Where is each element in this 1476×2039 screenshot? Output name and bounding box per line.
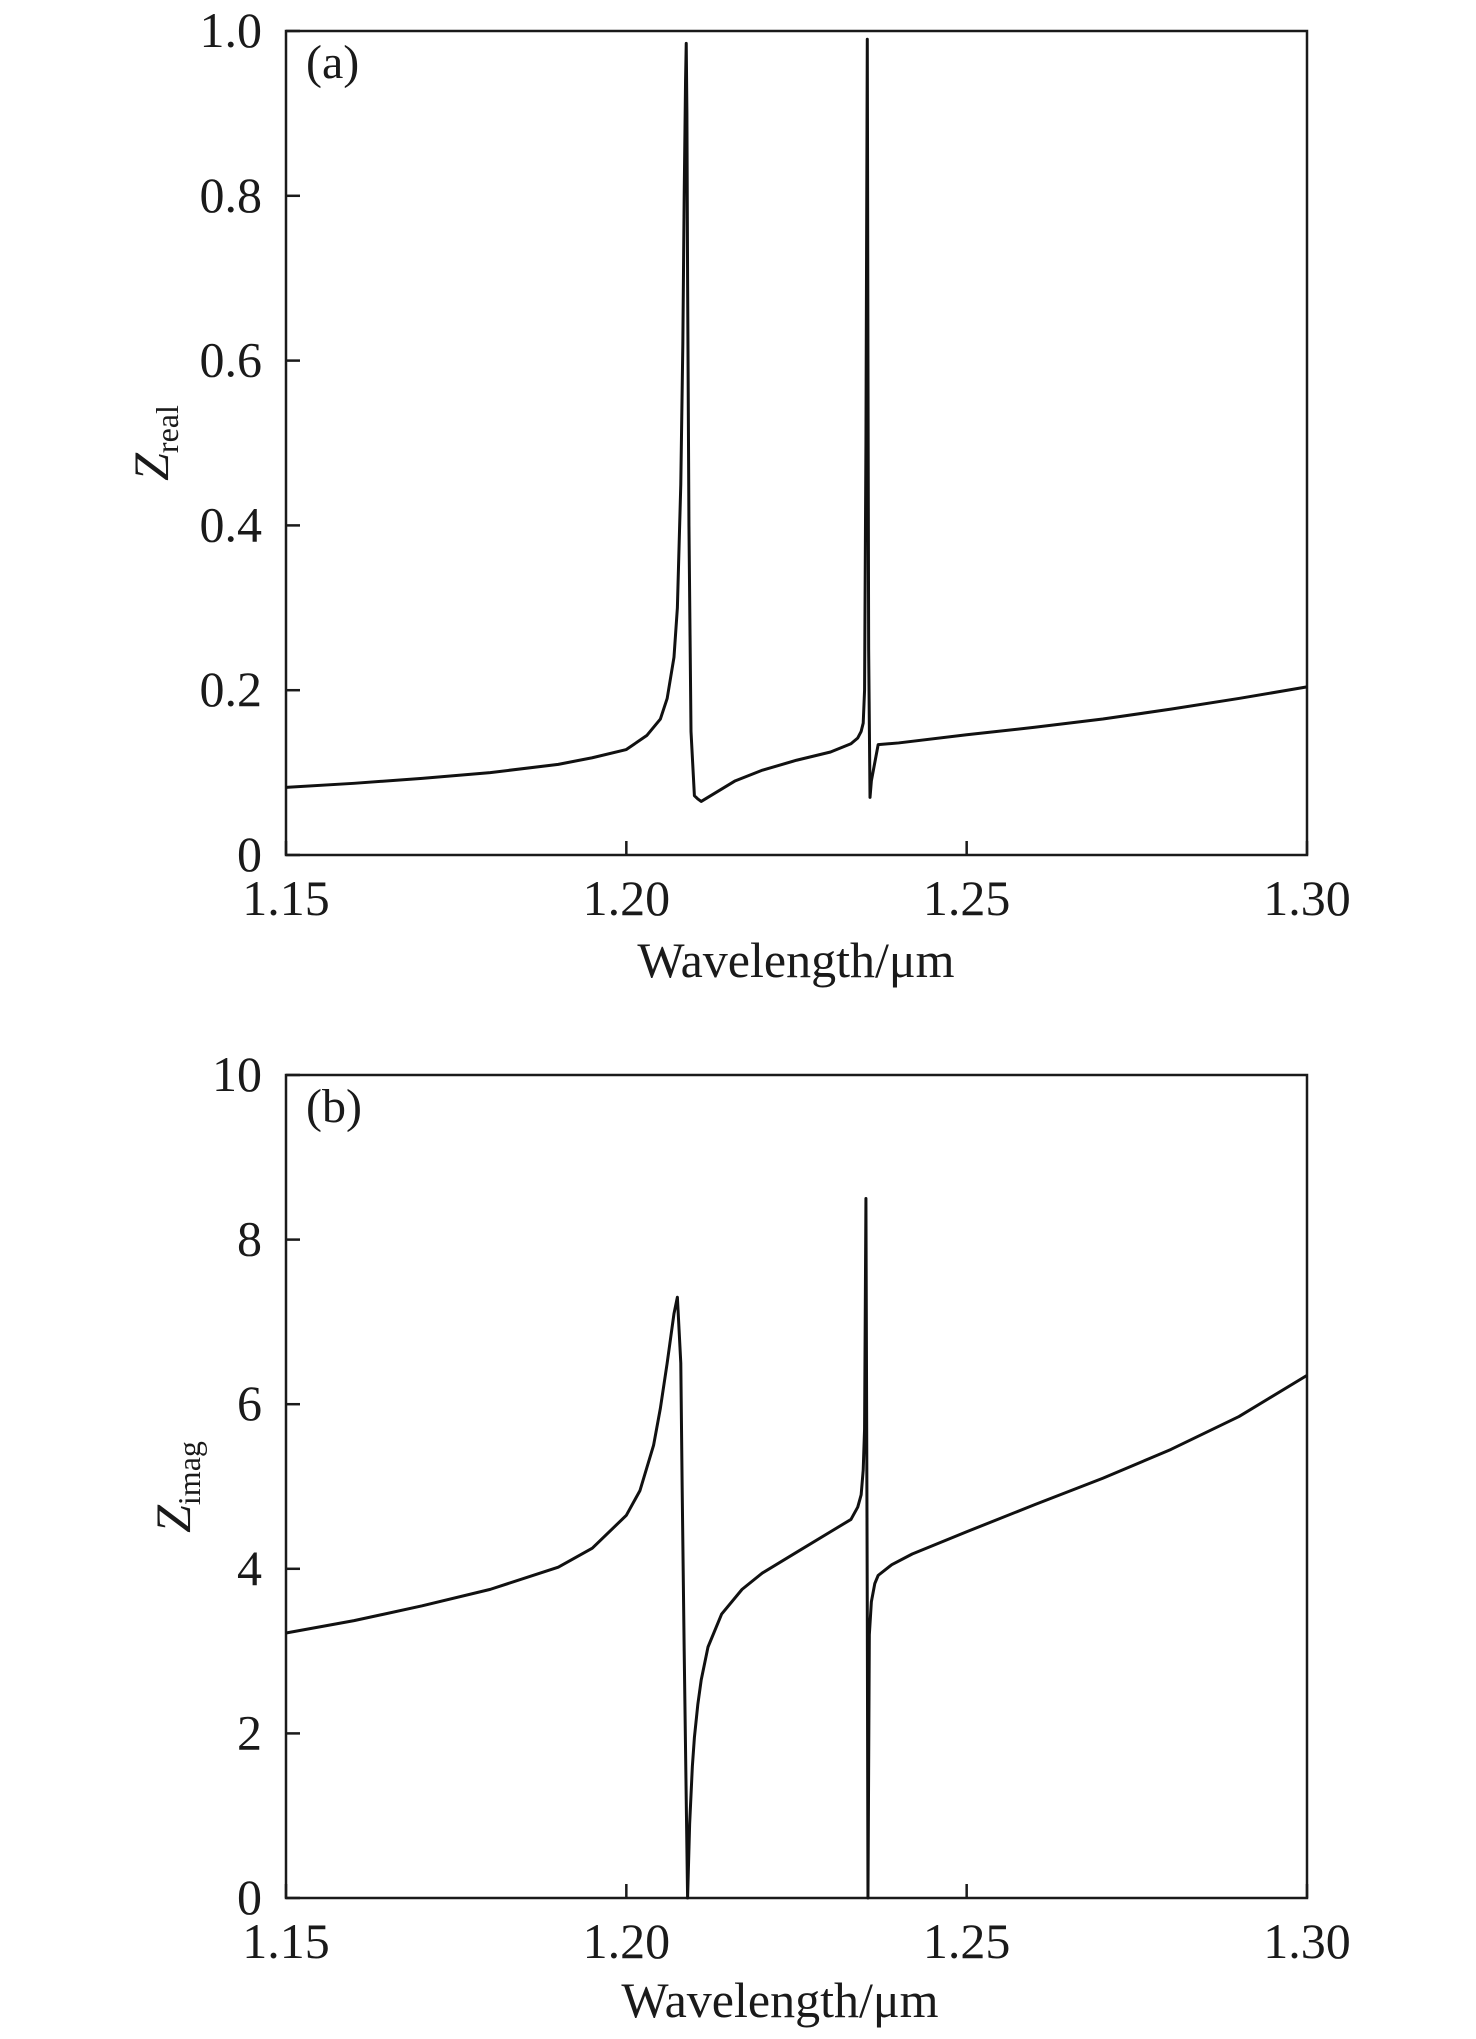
y-tick-label: 4 xyxy=(237,1540,262,1596)
y-axis-label: Zreal xyxy=(123,405,185,481)
y-axis-label: Zimag xyxy=(145,1441,207,1533)
y-tick-label: 2 xyxy=(237,1704,262,1760)
y-tick-label: 6 xyxy=(237,1375,262,1431)
series-group xyxy=(285,37,1308,803)
y-ticks xyxy=(286,29,300,857)
plot-frame xyxy=(284,29,1309,857)
y-ticks xyxy=(286,1073,300,1900)
y-tick-label: 0.2 xyxy=(200,661,263,717)
x-tick-label: 1.30 xyxy=(1263,1913,1351,1969)
y-axis-label-sub: imag xyxy=(171,1441,207,1505)
x-axis-label: Wavelength/μm xyxy=(621,1972,938,2028)
series-line xyxy=(285,1196,1308,1900)
x-ticks xyxy=(284,841,1309,855)
y-tick-labels: 0 0.2 0.4 0.6 0.8 1.0 xyxy=(200,2,263,882)
y-axis-label-sub: real xyxy=(149,405,185,453)
y-tick-labels: 0 2 4 6 8 10 xyxy=(212,1046,262,1925)
y-tick-label: 10 xyxy=(212,1046,262,1102)
x-tick-label: 1.25 xyxy=(923,1913,1011,1969)
x-tick-label: 1.20 xyxy=(583,1913,671,1969)
y-tick-label: 0.6 xyxy=(200,332,263,388)
y-tick-label: 0 xyxy=(237,826,262,882)
x-tick-labels: 1.15 1.20 1.25 1.30 xyxy=(242,1913,1351,1969)
x-tick-labels: 1.15 1.20 1.25 1.30 xyxy=(242,870,1351,926)
x-tick-label: 1.15 xyxy=(242,870,330,926)
chart-panel-a: 1.15 1.20 1.25 1.30 0 0.2 0.4 0.6 0.8 1.0 (a) Wa… xyxy=(123,2,1351,988)
y-axis-label-main: Z xyxy=(123,452,179,481)
panel-label: (a) xyxy=(306,36,359,89)
y-tick-label: 8 xyxy=(237,1211,262,1267)
panel-label: (b) xyxy=(306,1080,362,1133)
x-axis-label: Wavelength/μm xyxy=(637,932,954,988)
series-line xyxy=(285,37,1308,803)
x-tick-label: 1.15 xyxy=(242,1913,330,1969)
y-tick-label: 1.0 xyxy=(200,2,263,58)
series-group xyxy=(285,1196,1308,1900)
chart-panel-b: 1.15 1.20 1.25 1.30 0 2 4 6 8 10 (b) Wavelength/… xyxy=(145,1046,1351,2028)
y-tick-label: 0.8 xyxy=(200,167,263,223)
x-ticks xyxy=(284,1884,1309,1898)
x-tick-label: 1.25 xyxy=(923,870,1011,926)
y-tick-label: 0.4 xyxy=(200,496,263,552)
x-tick-label: 1.20 xyxy=(583,870,671,926)
x-tick-label: 1.30 xyxy=(1263,870,1351,926)
y-tick-label: 0 xyxy=(237,1869,262,1925)
y-axis-label-main: Z xyxy=(145,1504,201,1533)
plot-frame xyxy=(284,1073,1309,1900)
